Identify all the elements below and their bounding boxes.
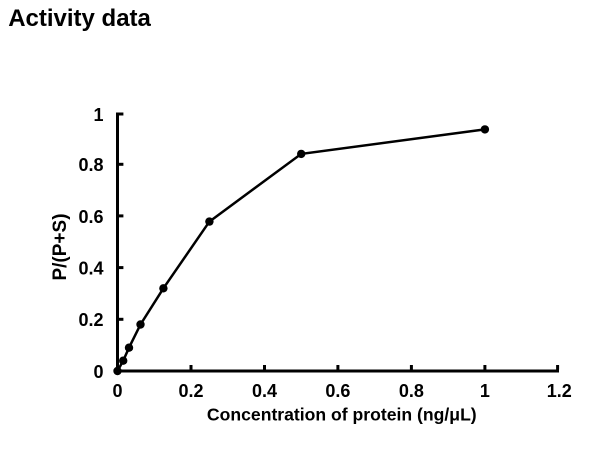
svg-text:1.2: 1.2 [547,381,572,401]
svg-text:0.4: 0.4 [252,381,277,401]
svg-text:P/(P+S): P/(P+S) [50,213,71,280]
svg-text:0.8: 0.8 [78,155,103,175]
svg-text:0.8: 0.8 [399,381,424,401]
svg-text:1: 1 [93,105,103,125]
svg-text:0: 0 [112,381,122,401]
svg-text:0.2: 0.2 [78,310,103,330]
svg-text:0: 0 [93,362,103,382]
svg-text:0.4: 0.4 [78,259,103,279]
svg-text:Concentration of protein (ng/μ: Concentration of protein (ng/μL) [207,404,477,424]
svg-text:0.2: 0.2 [178,381,203,401]
svg-text:1: 1 [480,381,490,401]
svg-text:Activity data: Activity data [8,5,151,32]
svg-text:0.6: 0.6 [325,381,350,401]
svg-text:0.6: 0.6 [78,207,103,227]
